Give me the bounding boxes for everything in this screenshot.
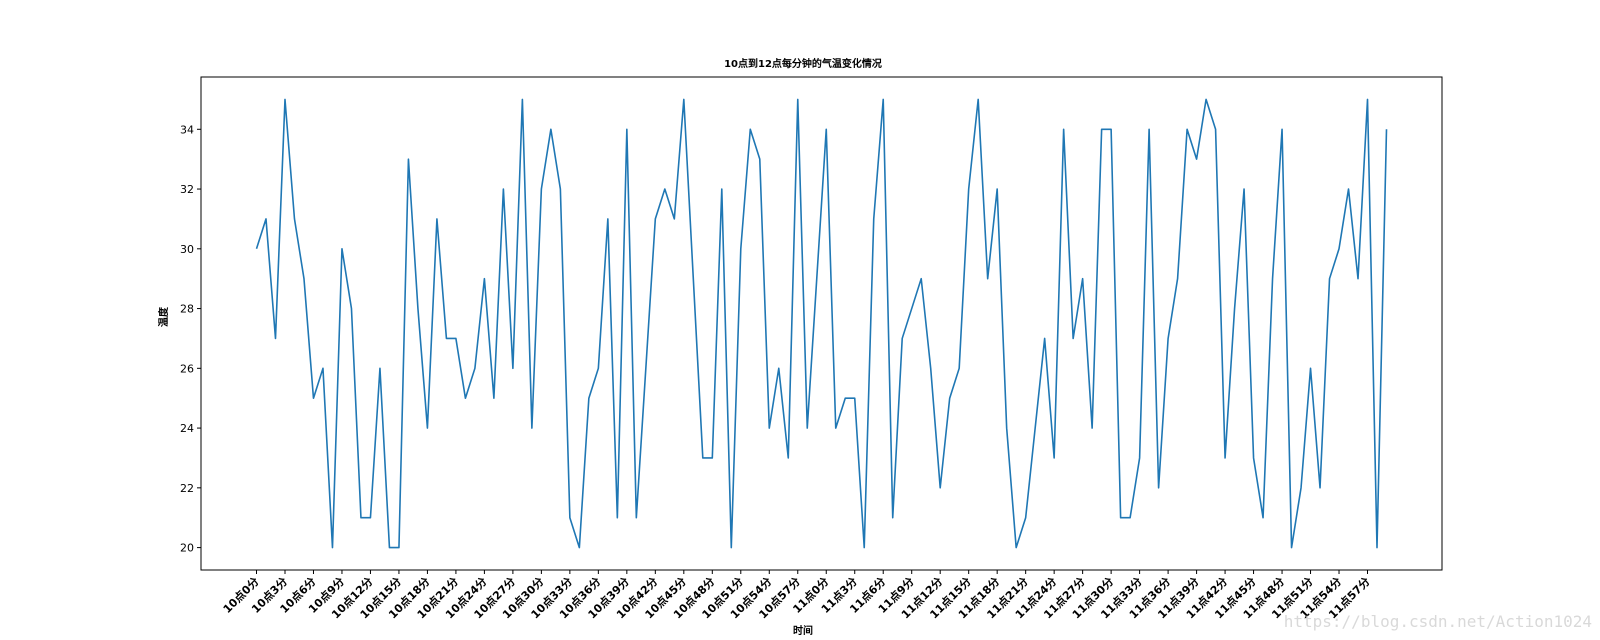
x-axis-label: 时间	[793, 624, 813, 637]
chart-title: 10点到12点每分钟的气温变化情况	[724, 57, 882, 70]
y-axis-label: 温度	[157, 306, 170, 327]
y-tick-label: 34	[180, 123, 194, 136]
series-line	[255, 98, 1388, 549]
y-tick-label: 30	[180, 243, 194, 256]
watermark-text: https://blog.csdn.net/Action1024	[1284, 612, 1592, 631]
y-tick-label: 26	[180, 362, 194, 375]
y-tick-label: 28	[180, 303, 194, 316]
y-tick-label: 32	[180, 183, 194, 196]
plot-frame	[200, 76, 1443, 571]
plot-area: 202224262830323410点0分10点3分10点6分10点9分10点1…	[180, 76, 1443, 621]
y-tick-label: 20	[180, 542, 194, 555]
y-tick-label: 22	[180, 482, 194, 495]
y-tick-label: 24	[180, 422, 194, 435]
